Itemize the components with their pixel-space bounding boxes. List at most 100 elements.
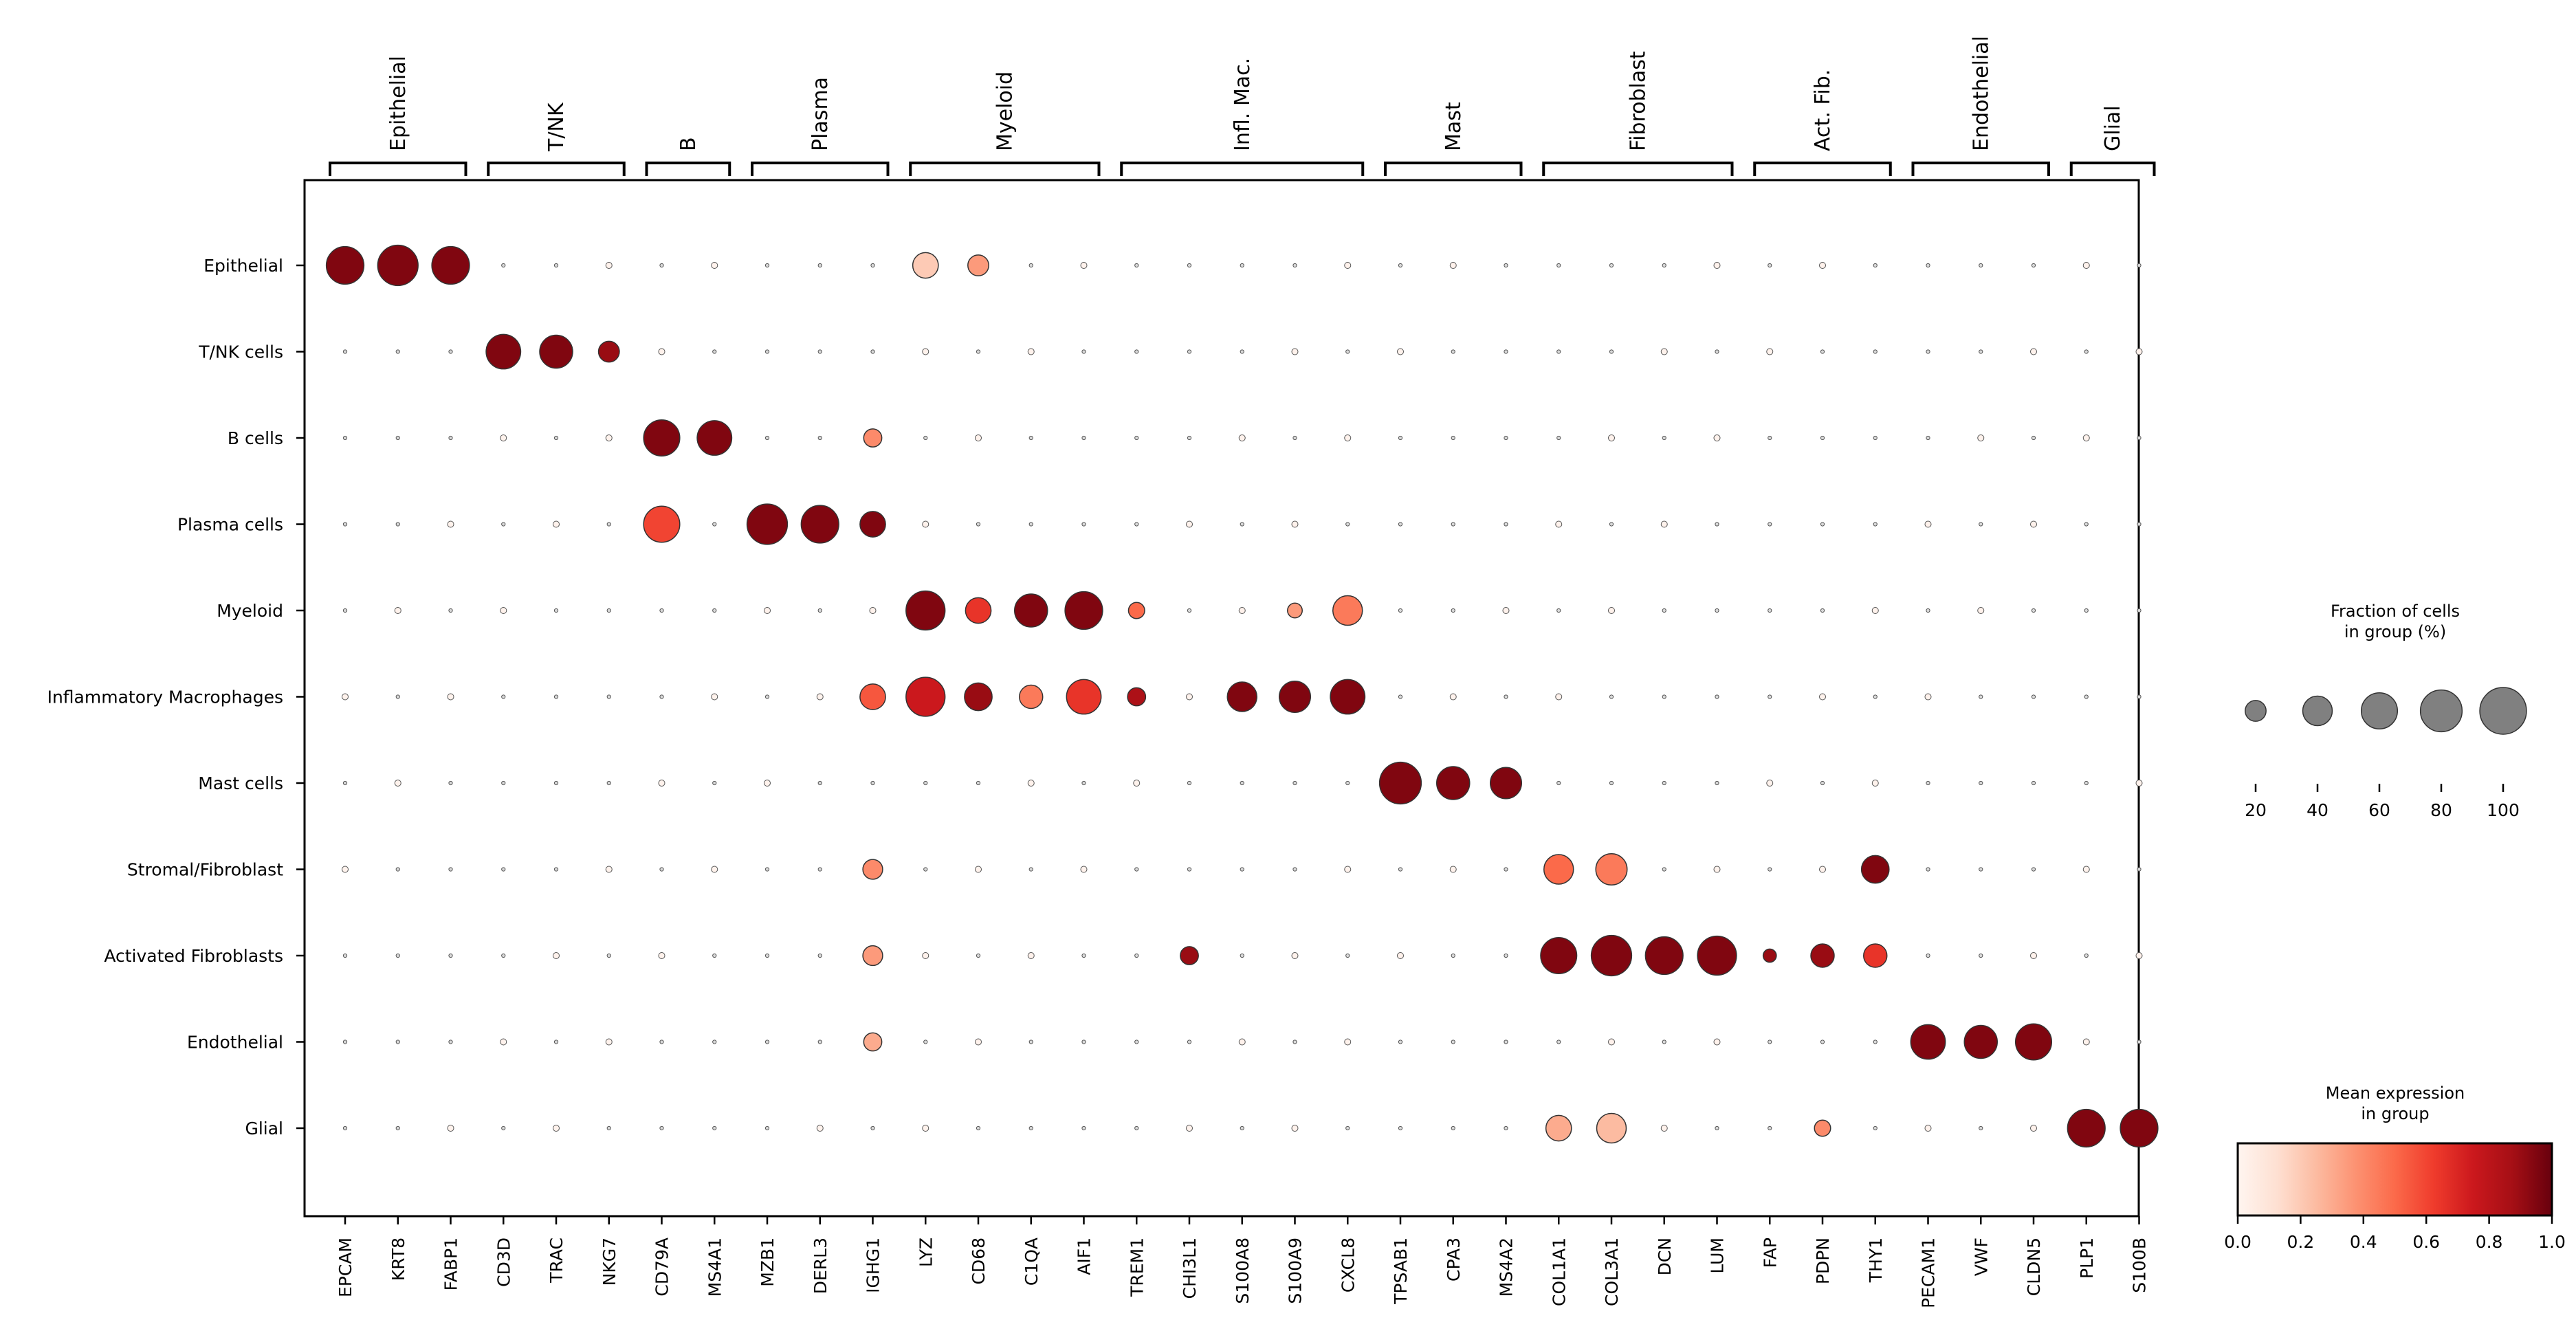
gene-labels: EPCAM KRT8 FABP1 CD3D TRAC NKG7 CD79A MS4A1 MZB1… <box>335 1216 2150 1308</box>
gene-label: CD79A <box>652 1238 672 1297</box>
dot-krt8-7 <box>395 867 400 872</box>
dot-cldn5-1 <box>2030 348 2037 355</box>
dot-krt8-1 <box>395 349 400 354</box>
dot-cd68-3 <box>976 522 981 527</box>
dot-ms4a2-2 <box>1504 435 1508 441</box>
group-label: Epithelial <box>203 256 283 276</box>
dot-derl3-1 <box>817 349 822 354</box>
dot-s100a9-1 <box>1291 348 1299 355</box>
dot-lum-6 <box>1715 780 1719 786</box>
dot-c1qa-5 <box>1019 684 1044 710</box>
gene-label: TREM1 <box>1127 1238 1147 1297</box>
dot-epcam-9 <box>342 1040 348 1044</box>
dot-aif1-1 <box>1081 349 1086 354</box>
dot-col1a1-4 <box>1556 608 1561 613</box>
group-label: Mast cells <box>198 773 283 793</box>
colorbar-tick-label: 0.0 <box>2224 1232 2252 1252</box>
dot-ms4a1-8 <box>712 953 717 958</box>
size-legend-label: 100 <box>2487 800 2520 820</box>
dot-ighg1-3 <box>859 511 886 538</box>
dot-pdpn-2 <box>1820 435 1825 441</box>
dot-cxcl8-0 <box>1344 262 1352 269</box>
dot-trac-0 <box>553 263 559 268</box>
dot-vwf-8 <box>1979 953 1983 958</box>
dot-cd68-0 <box>967 254 989 276</box>
dot-cldn5-8 <box>2030 952 2037 959</box>
dot-derl3-10 <box>816 1125 824 1132</box>
dot-cldn5-0 <box>2031 263 2036 268</box>
dot-ighg1-9 <box>863 1032 883 1052</box>
gene-group-bracket <box>645 162 731 176</box>
dot-cpa3-1 <box>1451 349 1455 354</box>
dot-derl3-2 <box>817 435 822 441</box>
gene-group-bracket <box>1542 162 1734 176</box>
group-label: Plasma cells <box>177 515 283 535</box>
dot-tpsab1-9 <box>1398 1040 1403 1044</box>
dot-cpa3-10 <box>1451 1125 1455 1131</box>
color-legend-title: Mean expression in group <box>2326 1084 2465 1123</box>
gene-label: CD68 <box>969 1238 989 1285</box>
dot-fap-2 <box>1768 435 1772 441</box>
dot-cd68-2 <box>975 434 982 441</box>
dot-c1qa-8 <box>1027 952 1035 959</box>
dot-tpsab1-3 <box>1398 522 1403 527</box>
dot-s100b-3 <box>2137 522 2142 527</box>
dot-cxcl8-3 <box>1345 522 1350 527</box>
dot-fabp1-9 <box>448 1040 453 1044</box>
dot-trem1-3 <box>1134 522 1139 527</box>
dot-cd79a-0 <box>659 263 664 268</box>
dot-mzb1-6 <box>764 780 771 786</box>
dot-chi3l1-0 <box>1187 263 1192 268</box>
dot-thy1-9 <box>1873 1040 1878 1044</box>
dot-nkg7-2 <box>605 434 613 441</box>
dot-fap-7 <box>1768 867 1772 872</box>
dot-cd68-4 <box>965 597 992 624</box>
dot-cd3d-8 <box>501 953 506 958</box>
dot-cldn5-9 <box>2014 1023 2053 1061</box>
dot-cpa3-0 <box>1449 262 1457 269</box>
dot-trac-6 <box>553 780 559 786</box>
dot-aif1-6 <box>1081 780 1086 786</box>
gene-group-bracket <box>909 162 1101 176</box>
dot-col1a1-6 <box>1556 780 1561 786</box>
gene-group-label: Myeloid <box>993 72 1017 151</box>
gene-group-label: Epithelial <box>386 56 410 151</box>
dot-ms4a1-4 <box>712 608 717 613</box>
group-label: Myeloid <box>217 601 283 621</box>
dot-derl3-9 <box>817 1040 822 1044</box>
dot-col1a1-2 <box>1556 435 1561 441</box>
dot-pecam1-2 <box>1926 435 1930 441</box>
dot-chi3l1-10 <box>1186 1125 1193 1132</box>
dot-fap-8 <box>1762 948 1777 963</box>
gene-group-bracket <box>2069 162 2156 176</box>
dot-cpa3-4 <box>1451 608 1455 613</box>
dot-thy1-6 <box>1871 780 1879 786</box>
dot-epcam-5 <box>342 693 349 701</box>
size-legend: Fraction of cells in group (%) 20 40 60 80 10… <box>2245 602 2527 820</box>
dot-col1a1-10 <box>1545 1114 1572 1142</box>
dot-s100b-6 <box>2135 780 2143 786</box>
gene-label: COL1A1 <box>1549 1238 1569 1306</box>
dot-epcam-2 <box>342 435 348 441</box>
gene-group-bracket <box>487 162 626 176</box>
dot-cd68-6 <box>976 780 981 786</box>
dot-cxcl8-2 <box>1344 434 1352 441</box>
dot-mzb1-0 <box>764 263 770 268</box>
dot-cd3d-5 <box>501 694 506 699</box>
dot-s100a8-0 <box>1240 263 1244 268</box>
dot-s100a9-8 <box>1291 952 1299 959</box>
dot-ms4a2-10 <box>1504 1125 1508 1131</box>
dot-aif1-5 <box>1066 679 1102 715</box>
dot-s100a9-0 <box>1292 263 1297 268</box>
dot-pecam1-1 <box>1926 349 1930 354</box>
dot-ms4a1-7 <box>711 866 718 873</box>
dot-trem1-5 <box>1127 687 1147 707</box>
dot-lyz-6 <box>923 780 928 786</box>
dot-dcn-1 <box>1660 348 1668 355</box>
dot-col3a1-3 <box>1609 522 1614 527</box>
gene-label: S100A8 <box>1233 1238 1253 1304</box>
dot-krt8-9 <box>395 1040 400 1044</box>
dot-chi3l1-6 <box>1187 780 1192 786</box>
dot-pecam1-9 <box>1910 1024 1946 1060</box>
dot-cldn5-6 <box>2031 780 2036 786</box>
